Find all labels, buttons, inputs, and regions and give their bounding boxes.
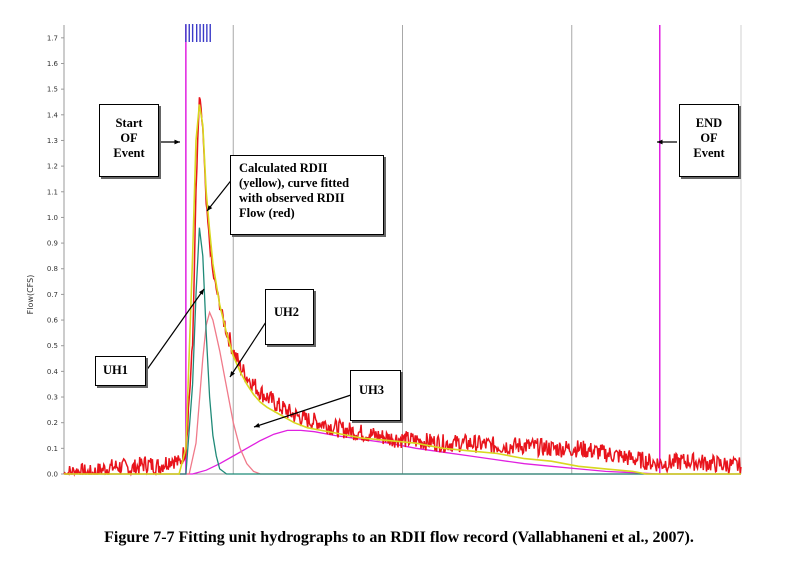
uh2-arrow bbox=[229, 321, 267, 378]
start-of-event-callout: Start OF Event bbox=[99, 104, 159, 177]
series-uh1-line bbox=[64, 227, 741, 475]
y-tick-label: 1.0 bbox=[47, 214, 58, 222]
y-tick-label: 1.2 bbox=[47, 163, 58, 171]
calc-line-1: Calculated RDII bbox=[239, 161, 328, 175]
end-arrow-head bbox=[657, 139, 663, 145]
calc-arrow bbox=[206, 177, 234, 212]
uh2-callout: UH2 bbox=[265, 289, 314, 345]
y-tick-label: 0.0 bbox=[47, 471, 58, 479]
uh1-label: UH1 bbox=[103, 363, 128, 377]
y-tick-label: 0.5 bbox=[47, 342, 58, 350]
y-tick-label: 0.4 bbox=[47, 368, 59, 376]
y-tick-label: 0.3 bbox=[47, 394, 58, 402]
start-arrow-head bbox=[174, 139, 180, 145]
y-tick-label: 1.6 bbox=[47, 60, 59, 68]
figure-caption: Figure 7-7 Fitting unit hydrographs to a… bbox=[104, 529, 694, 546]
y-tick-label: 0.2 bbox=[47, 419, 58, 427]
y-tick-label: 0.6 bbox=[47, 317, 59, 325]
y-tick-label: 0.9 bbox=[47, 240, 58, 248]
uh2-arrow-head bbox=[230, 371, 235, 377]
y-axis-title: Flow(CFS) bbox=[26, 275, 35, 315]
start-line-3: Event bbox=[113, 146, 145, 160]
calc-line-3: with observed RDII bbox=[239, 191, 345, 205]
series-uh2-line bbox=[64, 310, 741, 475]
calc-arrow-head bbox=[207, 205, 213, 211]
uh3-arrow bbox=[253, 394, 352, 428]
y-tick-label: 0.7 bbox=[47, 291, 58, 299]
calc-line-4: Flow (red) bbox=[239, 206, 295, 220]
uh2-label: UH2 bbox=[274, 305, 299, 319]
end-of-event-callout: END OF Event bbox=[679, 104, 739, 177]
calc-line-2: (yellow), curve fitted bbox=[239, 176, 350, 190]
series-calculated-rdii-line bbox=[64, 104, 741, 475]
end-line-3: Event bbox=[693, 146, 725, 160]
y-tick-label: 1.7 bbox=[47, 34, 58, 42]
uh3-callout: UH3 bbox=[350, 370, 401, 421]
y-tick-label: 0.1 bbox=[47, 445, 58, 453]
series-observed-rdii-line bbox=[63, 97, 742, 477]
y-tick-label: 1.1 bbox=[47, 188, 58, 196]
y-tick-label: 1.5 bbox=[47, 86, 58, 94]
y-tick-label: 0.8 bbox=[47, 265, 58, 273]
y-tick-label: 1.3 bbox=[47, 137, 58, 145]
start-line-1: Start bbox=[115, 116, 143, 130]
end-line-1: END bbox=[695, 116, 723, 130]
uh1-callout: UH1 bbox=[95, 356, 146, 386]
end-line-2: OF bbox=[700, 131, 718, 145]
uh1-arrow-head bbox=[198, 289, 204, 295]
uh3-label: UH3 bbox=[359, 383, 384, 397]
uh3-arrow-head bbox=[254, 423, 260, 428]
uh1-arrow bbox=[145, 288, 205, 372]
start-line-2: OF bbox=[120, 131, 138, 145]
calculated-rdii-callout: Calculated RDII (yellow), curve fitted w… bbox=[230, 155, 384, 235]
y-tick-label: 1.4 bbox=[47, 111, 59, 119]
